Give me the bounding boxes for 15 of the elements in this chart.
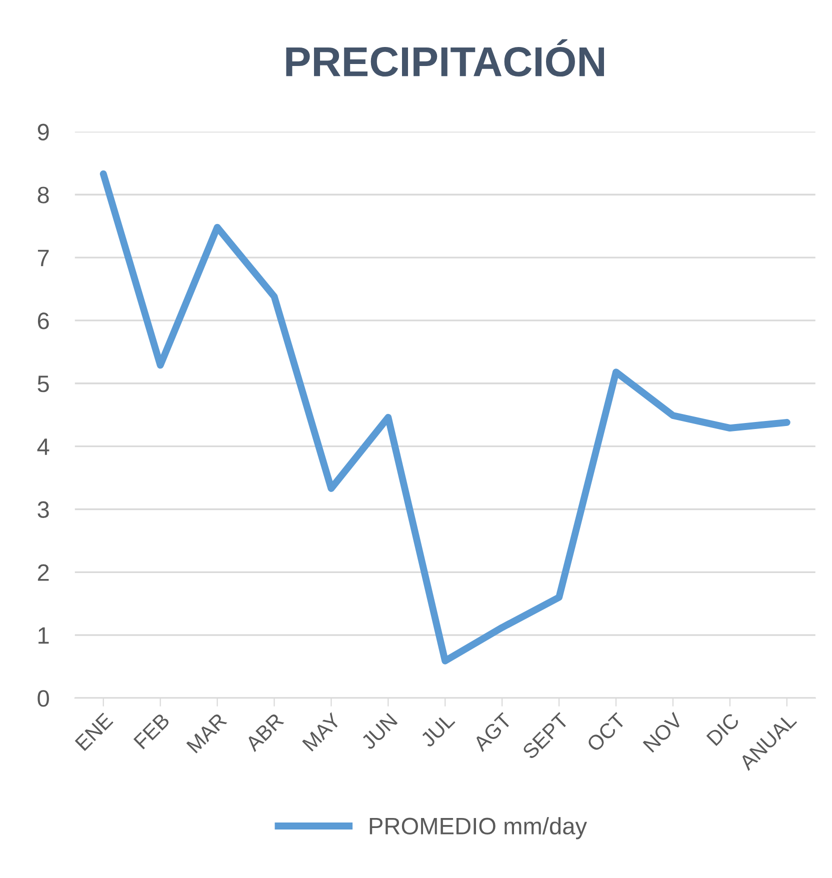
y-tick-label: 9 — [38, 124, 49, 140]
y-tick-label: 8 — [38, 186, 49, 204]
x-tick-label: DIC — [706, 712, 740, 746]
y-tick-label: 5 — [38, 376, 49, 392]
y-tick-label: 3 — [38, 501, 49, 518]
y-tick-label: 2 — [38, 564, 49, 581]
y-tick-label: 7 — [38, 250, 49, 266]
y-tick-label: 0 — [38, 690, 49, 707]
x-tick-label: FEB — [133, 712, 170, 750]
legend-label: PROMEDIO mm/day — [370, 817, 587, 840]
x-tick-label: JUL — [420, 712, 456, 748]
y-tick-label: 4 — [37, 438, 50, 455]
chart-title: PRECIPITACIÓN — [286, 39, 604, 77]
y-tick-label: 1 — [38, 627, 49, 644]
y-tick-label: 6 — [38, 312, 49, 330]
